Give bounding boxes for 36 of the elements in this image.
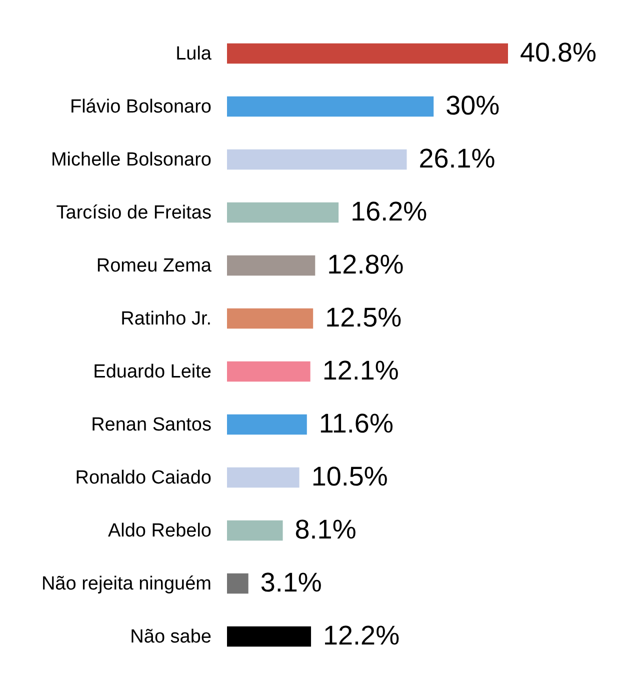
y-tick-label: Flávio Bolsonaro: [70, 96, 212, 118]
y-tick-label: Não rejeita ninguém: [41, 574, 212, 594]
data-label: 10.5%: [311, 462, 388, 492]
data-label: 12.2%: [323, 620, 400, 650]
data-label: 11.6%: [318, 408, 394, 438]
data-label: 26.1%: [418, 144, 496, 174]
bar: [227, 361, 310, 382]
y-tick-label: Aldo Rebelo: [108, 520, 212, 542]
y-tick-label: Lula: [176, 44, 212, 64]
bar: [227, 414, 307, 435]
bar: [227, 573, 248, 594]
data-label: 8.1%: [294, 514, 356, 544]
data-label: 16.2%: [350, 196, 428, 226]
y-tick-label: Romeu Zema: [96, 256, 212, 276]
bar: [227, 202, 339, 223]
bar: [227, 149, 407, 170]
data-label: 12.8%: [327, 250, 404, 280]
y-tick-label: Eduardo Leite: [93, 362, 212, 382]
data-label: 40.8%: [520, 38, 597, 68]
y-tick-label: Ronaldo Caiado: [75, 468, 212, 488]
bar: [227, 308, 314, 329]
y-tick-label: Tarcísio de Freitas: [56, 202, 212, 224]
y-tick-label: Renan Santos: [91, 414, 212, 436]
data-label: 12.5%: [325, 302, 402, 332]
bar: [227, 255, 316, 276]
y-tick-label: Ratinho Jr.: [120, 308, 212, 330]
bar: [227, 520, 283, 541]
bar: [227, 467, 300, 488]
bar: [227, 626, 312, 647]
data-label: 30%: [446, 90, 500, 120]
y-tick-label: Não sabe: [130, 626, 212, 648]
bar: [227, 43, 508, 64]
y-tick-label: Michelle Bolsonaro: [50, 150, 212, 170]
data-label: 3.1%: [260, 568, 322, 598]
bar: [227, 96, 434, 117]
data-label: 12.1%: [322, 356, 399, 386]
